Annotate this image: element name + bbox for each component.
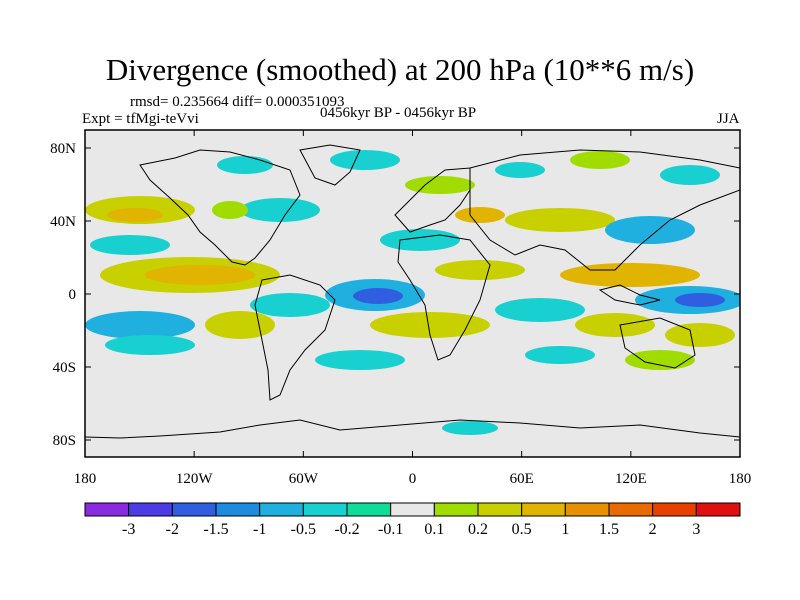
- colorbar-label: 0.5: [512, 521, 532, 538]
- period-label: 0456kyr BP - 0456kyr BP: [320, 105, 477, 121]
- contour-negative: [250, 293, 330, 317]
- x-tick-label: 120W: [176, 471, 214, 487]
- contour-negative: [605, 216, 695, 244]
- stats-label: rmsd= 0.235664 diff= 0.000351093: [130, 94, 345, 110]
- colorbar-swatch: [346, 502, 392, 517]
- colorbar-label: 2: [649, 521, 657, 538]
- colorbar-swatch: [521, 502, 566, 517]
- map-title: Divergence (smoothed) at 200 hPa (10**6 …: [105, 52, 695, 87]
- contour-positive: [625, 350, 695, 370]
- contour-positive: [665, 323, 735, 347]
- colorbar-swatch: [652, 502, 697, 517]
- contour-negative: [105, 335, 195, 355]
- contour-positive: [212, 201, 248, 219]
- x-axis: 180 120W 60W 0 60E 120E 180: [74, 130, 752, 487]
- contour-positive: [570, 151, 630, 169]
- colorbar-label: 0.2: [468, 521, 488, 538]
- colorbar-swatch: [695, 502, 741, 517]
- contour-negative: [90, 235, 170, 255]
- colorbar-label: 3: [692, 521, 700, 538]
- contour-negative: [330, 150, 400, 170]
- contour-negative: [495, 298, 585, 322]
- colorbar-label: 1: [561, 521, 569, 538]
- colorbar-swatch: [171, 502, 217, 517]
- contour-negative: [85, 311, 195, 339]
- contour-positive: [145, 265, 255, 285]
- colorbar-swatch: [433, 502, 479, 517]
- season-label: JJA: [717, 111, 740, 127]
- south-america-coastline: [254, 274, 336, 401]
- colorbar-swatch: [302, 502, 348, 517]
- colorbar-label: -3: [122, 521, 135, 538]
- x-tick-label: 60E: [510, 471, 534, 487]
- contour-negative: [217, 156, 273, 174]
- colorbar-label: -0.1: [378, 521, 403, 538]
- x-tick-label: 180: [74, 471, 97, 487]
- x-tick-label: 60W: [289, 471, 319, 487]
- antarctica-coastline: [85, 419, 740, 439]
- contour-negative: [240, 198, 320, 222]
- colorbar-label: 0.1: [424, 521, 444, 538]
- indonesia-coastline: [598, 284, 661, 306]
- contour-positive: [107, 208, 163, 222]
- contour-positive: [505, 208, 615, 232]
- colorbar-label: -0.5: [291, 521, 316, 538]
- colorbar-label: -1.5: [203, 521, 228, 538]
- contour-negative: [660, 165, 720, 185]
- contour-positive: [370, 312, 490, 338]
- colorbar-swatch: [564, 502, 610, 517]
- experiment-label: Expt = tfMgi-teVvi: [82, 111, 199, 127]
- contour-negative: [495, 162, 545, 178]
- contour-positive: [205, 311, 275, 339]
- contour-positive: [455, 207, 505, 223]
- contour-negative: [525, 346, 595, 364]
- colorbar-swatch: [608, 502, 654, 517]
- y-tick-label: 80N: [50, 141, 76, 157]
- contour-positive: [575, 313, 655, 337]
- x-tick-label: 0: [409, 471, 417, 487]
- contour-negative: [380, 229, 460, 251]
- colorbar-swatch: [128, 502, 173, 517]
- australia-coastline: [619, 317, 696, 369]
- contour-positive: [435, 260, 525, 280]
- contour-negative: [315, 350, 405, 370]
- x-tick-label: 120E: [615, 471, 647, 487]
- colorbar-swatch: [84, 502, 130, 517]
- colorbar-swatch: [259, 502, 304, 517]
- contour-negative: [675, 293, 725, 307]
- colorbar-label: 1.5: [599, 521, 619, 538]
- north-america-coastline: [139, 149, 301, 266]
- colorbar-swatch: [477, 502, 523, 517]
- africa-coastline: [397, 234, 491, 361]
- contour-negative: [353, 288, 403, 304]
- x-tick-label: 180: [729, 471, 752, 487]
- colorbar-label: -2: [166, 521, 179, 538]
- y-axis: 80N 40N 0 40S 80S: [50, 141, 740, 449]
- colorbar-swatch: [215, 502, 261, 517]
- y-tick-label: 0: [69, 287, 77, 303]
- contour-negative: [442, 421, 498, 435]
- asia-coastline: [469, 149, 740, 271]
- contour-positive: [405, 176, 475, 194]
- y-tick-label: 80S: [53, 433, 76, 449]
- colorbar-label: -0.2: [334, 521, 359, 538]
- greenland-coastline: [299, 144, 361, 186]
- colorbar-label: -1: [253, 521, 266, 538]
- colorbar-swatch: [390, 502, 435, 517]
- y-tick-label: 40N: [50, 214, 76, 230]
- contour-fields: [85, 150, 740, 435]
- coastlines: [85, 144, 740, 439]
- y-tick-label: 40S: [53, 360, 76, 376]
- contour-positive: [560, 263, 700, 287]
- colorbar: -3 -2 -1.5 -1 -0.5 -0.2 -0.1 0.1 0.2 0.5 1 1.5 2 3: [84, 502, 741, 538]
